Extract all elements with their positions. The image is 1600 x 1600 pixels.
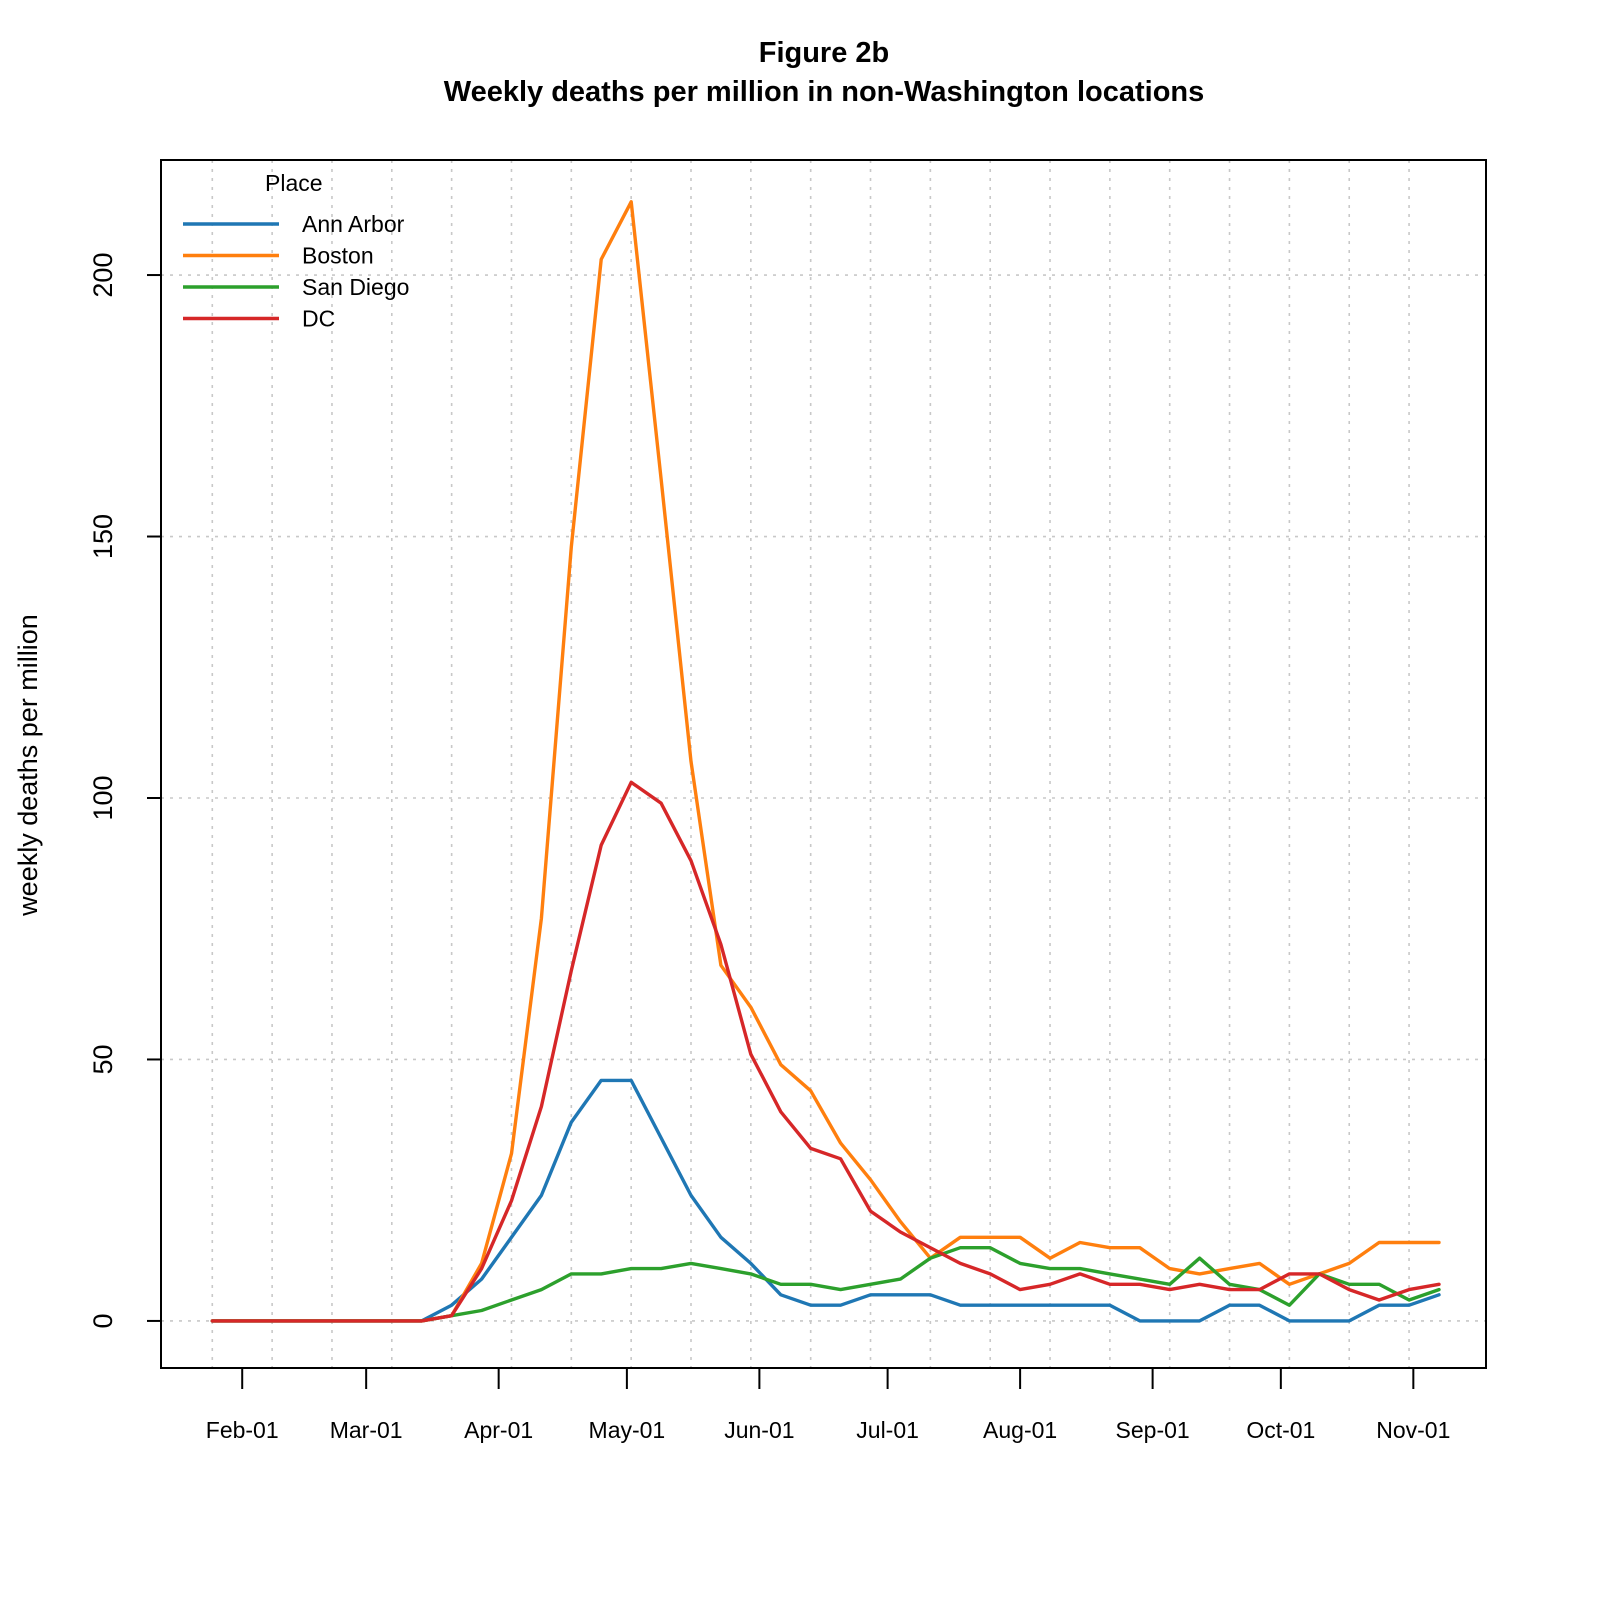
y-tick-label: 200 <box>88 253 118 298</box>
legend-label: Ann Arbor <box>302 211 405 237</box>
y-tick-label: 150 <box>88 514 118 559</box>
series-lines <box>210 200 1441 1323</box>
x-tick-label: Nov-01 <box>1376 1417 1450 1443</box>
y-axis: 0 50 100 150 200 <box>88 253 161 1328</box>
y-axis-label: weekly deaths per million <box>13 614 43 917</box>
x-tick-label: Mar-01 <box>330 1417 403 1443</box>
x-tick-label: May-01 <box>589 1417 666 1443</box>
legend-label: DC <box>302 306 335 332</box>
x-tick-label: Feb-01 <box>206 1417 279 1443</box>
y-tick-label: 0 <box>88 1313 118 1328</box>
legend-label: Boston <box>302 243 374 269</box>
legend-label: San Diego <box>302 274 409 300</box>
chart-title: Figure 2b <box>759 37 890 69</box>
x-tick-label: Jul-01 <box>856 1417 919 1443</box>
series-line-san-diego <box>210 1245 1441 1323</box>
chart-subtitle: Weekly deaths per million in non-Washing… <box>444 76 1205 108</box>
x-tick-label: Oct-01 <box>1246 1417 1315 1443</box>
plot-frame <box>160 159 1487 1369</box>
x-axis: Feb-01 Mar-01 Apr-01 May-01 Jun-01 Jul-01 Aug-… <box>206 1368 1450 1443</box>
x-tick-label: Aug-01 <box>983 1417 1057 1443</box>
legend-title: Place <box>265 170 323 196</box>
y-tick-label: 100 <box>88 775 118 820</box>
series-line-dc <box>210 780 1441 1323</box>
x-tick-label: Apr-01 <box>464 1417 533 1443</box>
y-tick-label: 50 <box>88 1044 118 1074</box>
x-tick-label: Sep-01 <box>1116 1417 1190 1443</box>
legend: Place Ann Arbor Boston San Diego DC <box>183 170 409 332</box>
grid <box>161 160 1486 1368</box>
x-tick-label: Jun-01 <box>724 1417 794 1443</box>
